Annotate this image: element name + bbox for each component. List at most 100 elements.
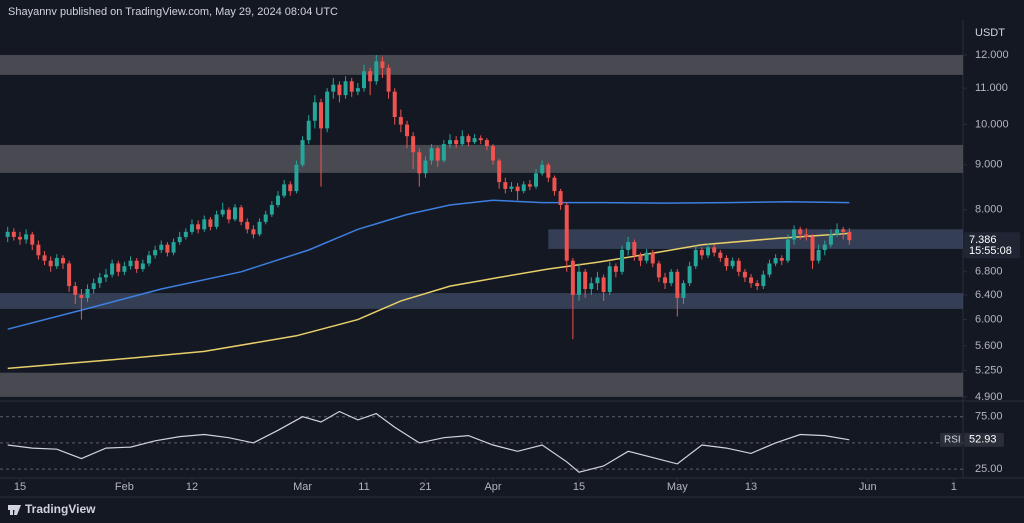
x-tick-label: 13 — [745, 481, 757, 493]
candle-body — [417, 152, 422, 174]
candle-body — [638, 255, 643, 261]
candle-body — [337, 84, 342, 96]
y-tick-label: 6.400 — [975, 289, 1003, 301]
candle-body — [374, 61, 379, 82]
rsi-value: 52.93 — [969, 434, 997, 446]
candle-body — [792, 229, 797, 240]
candle-body — [534, 173, 539, 187]
candle-body — [595, 277, 600, 284]
candle-body — [583, 271, 588, 289]
candle-body — [67, 263, 72, 287]
candle-body — [122, 266, 127, 272]
candle-body — [116, 263, 121, 272]
candle-body — [134, 260, 139, 269]
header: Shayannv published on TradingView.com, M… — [8, 6, 338, 18]
candle-body — [146, 255, 151, 264]
candle-body — [288, 184, 293, 192]
x-tick-label: 1 — [951, 481, 957, 493]
last-price: 7.386 — [969, 234, 997, 246]
candle-body — [675, 271, 680, 298]
candle-body — [429, 148, 434, 161]
candle-body — [466, 136, 471, 143]
candle-body — [558, 191, 563, 205]
y-tick-label: 8.000 — [975, 204, 1003, 216]
x-tick-label: 15 — [573, 481, 585, 493]
candle-body — [620, 249, 625, 272]
footer-brand: TradingView — [25, 502, 96, 516]
candle-body — [282, 184, 287, 196]
candle-body — [42, 255, 47, 261]
candle-body — [24, 234, 29, 240]
y-tick-label: 6.000 — [975, 313, 1003, 325]
candle-body — [681, 283, 686, 298]
candle-body — [275, 195, 280, 205]
candle-body — [742, 271, 747, 278]
x-tick-label: 21 — [419, 481, 431, 493]
candle-body — [411, 136, 416, 153]
candle-body — [79, 294, 84, 298]
candle-body — [441, 144, 446, 161]
candle-body — [232, 207, 237, 220]
candle-body — [30, 234, 35, 245]
candle-body — [527, 184, 532, 187]
candle-body — [454, 140, 459, 145]
candle-body — [319, 102, 323, 129]
candle-body — [214, 214, 219, 227]
candle-body — [245, 221, 250, 230]
candle-body — [798, 229, 803, 235]
candle-body — [405, 124, 410, 137]
candle-body — [165, 244, 170, 253]
countdown: 15:55:08 — [969, 245, 1012, 257]
rsi-name: RSI — [944, 434, 961, 445]
x-tick-label: Feb — [115, 481, 134, 493]
candle-body — [816, 249, 821, 261]
rsi-name-box — [940, 432, 962, 447]
candle-body — [220, 209, 225, 215]
candle-body — [251, 229, 256, 235]
candle-body — [491, 146, 496, 161]
y-tick-label: 4.900 — [975, 391, 1003, 403]
zone — [0, 144, 963, 173]
candle-body — [392, 91, 397, 117]
currency: USDT — [975, 27, 1005, 39]
candle-body — [362, 71, 367, 89]
candle-body — [48, 260, 53, 267]
zone — [0, 293, 963, 309]
candle-body — [17, 236, 22, 240]
candle-body — [650, 252, 655, 264]
candle-body — [343, 81, 348, 96]
candle-body — [257, 221, 262, 235]
candle-body — [503, 182, 508, 189]
candle-body — [693, 249, 698, 267]
candle-body — [607, 266, 612, 292]
candle-body — [312, 102, 317, 121]
moving-average — [7, 199, 850, 330]
candle-body — [189, 224, 194, 232]
y-tick-label: 12.000 — [975, 49, 1009, 61]
candle-body — [613, 266, 618, 272]
x-tick-label: 12 — [186, 481, 198, 493]
candle-body — [386, 67, 391, 92]
candle-body — [128, 260, 133, 267]
candle-body — [521, 184, 526, 192]
y-tick-label: 5.250 — [975, 364, 1003, 376]
candle-body — [736, 260, 741, 272]
candle-body — [325, 91, 330, 129]
y-tick-label: 9.000 — [975, 159, 1003, 171]
candle-body — [36, 244, 41, 256]
candle-body — [177, 236, 182, 243]
candle-body — [540, 164, 545, 174]
candle-body — [60, 257, 65, 264]
zone — [0, 54, 963, 75]
candle-body — [552, 177, 557, 192]
candle-body — [706, 247, 711, 256]
candle-body — [478, 138, 483, 141]
candle-body — [564, 204, 569, 261]
candle-body — [54, 257, 59, 267]
candle-body — [718, 252, 723, 258]
candle-body — [484, 140, 489, 147]
candle-body — [822, 244, 827, 250]
